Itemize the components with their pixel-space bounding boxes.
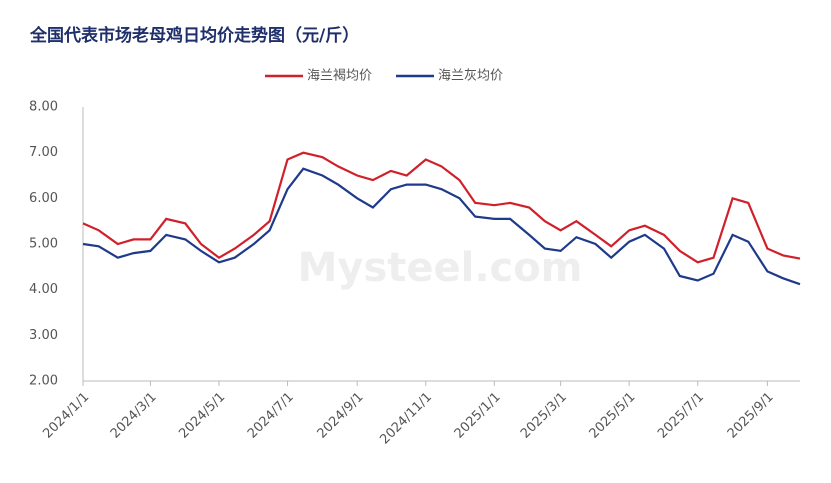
legend-label: 海兰灰均价 bbox=[438, 69, 503, 84]
chart-title: 全国代表市场老母鸡日均价走势图（元/斤） bbox=[29, 25, 359, 46]
watermark: Mysteel.com bbox=[298, 245, 583, 291]
legend-label: 海兰褐均价 bbox=[307, 69, 372, 84]
series-line bbox=[82, 167, 801, 286]
y-tick-label: 8.00 bbox=[29, 100, 58, 115]
x-tick-label: 2024/11/1 bbox=[377, 390, 435, 448]
x-tick-label: 2025/1/1 bbox=[452, 390, 504, 442]
x-tick-label: 2025/7/1 bbox=[655, 390, 707, 442]
x-tick-label: 2025/3/1 bbox=[518, 390, 570, 442]
x-tick-label: 2024/1/1 bbox=[40, 390, 92, 442]
y-tick-label: 4.00 bbox=[29, 282, 58, 297]
y-tick-label: 3.00 bbox=[29, 328, 58, 343]
y-tick-label: 6.00 bbox=[29, 191, 58, 206]
series-line bbox=[82, 151, 801, 264]
x-tick-label: 2025/5/1 bbox=[587, 390, 639, 442]
x-tick-label: 2024/7/1 bbox=[245, 390, 297, 442]
y-tick-label: 2.00 bbox=[29, 374, 58, 389]
x-tick-label: 2024/5/1 bbox=[176, 390, 228, 442]
y-tick-label: 7.00 bbox=[29, 145, 58, 160]
x-tick-label: 2024/9/1 bbox=[315, 390, 367, 442]
x-tick-label: 2025/9/1 bbox=[725, 390, 777, 442]
x-tick-label: 2024/3/1 bbox=[108, 390, 160, 442]
y-tick-label: 5.00 bbox=[29, 237, 58, 252]
